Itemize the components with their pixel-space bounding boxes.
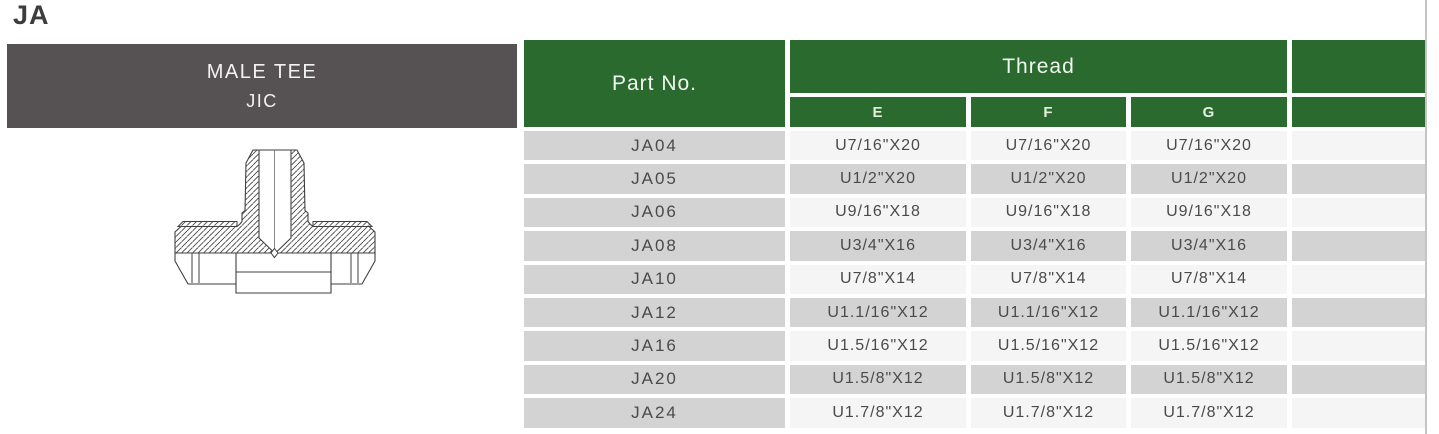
thread-e-cell: U9/16"X18 — [790, 197, 966, 228]
col-header-g: G — [1131, 97, 1287, 127]
hex-edge-lines — [191, 253, 359, 283]
thread-g-cell: U1.7/8"X12 — [1131, 398, 1287, 428]
part-no-cell: JA08 — [524, 231, 785, 261]
part-no-cell: JA16 — [524, 331, 785, 361]
extra-cell — [1292, 197, 1426, 228]
thread-f-cell: U1/2"X20 — [971, 164, 1126, 194]
part-no-cell: JA04 — [524, 131, 785, 161]
extra-column-subheader — [1292, 97, 1426, 127]
part-no-cell: JA06 — [524, 197, 785, 228]
right-thread-strip — [312, 221, 374, 227]
extra-cell — [1292, 398, 1426, 428]
part-no-cell: JA05 — [524, 164, 785, 194]
extra-cell — [1292, 264, 1426, 294]
col-header-e: E — [790, 97, 966, 127]
product-standard: JIC — [246, 90, 278, 111]
product-banner: MALE TEE JIC — [7, 44, 517, 128]
fitting-technical-drawing — [7, 128, 517, 428]
extra-cell — [1292, 297, 1426, 328]
part-no-cell: JA24 — [524, 398, 785, 428]
left-section — [174, 149, 276, 254]
part-no-cell: JA20 — [524, 364, 785, 395]
thread-g-cell: U7/16"X20 — [1131, 131, 1287, 161]
page-title: JA — [13, 0, 50, 30]
product-name: MALE TEE — [206, 60, 318, 83]
thread-e-cell: U1.5/8"X12 — [790, 364, 966, 395]
thread-g-cell: U1/2"X20 — [1131, 164, 1287, 194]
page-edge-divider — [1425, 0, 1427, 434]
extra-cell — [1292, 364, 1426, 395]
thread-e-cell: U1.7/8"X12 — [790, 398, 966, 428]
thread-e-cell: U1/2"X20 — [790, 164, 966, 194]
thread-f-cell: U1.5/16"X12 — [971, 331, 1126, 361]
thread-g-cell: U1.5/16"X12 — [1131, 331, 1287, 361]
thread-e-cell: U7/16"X20 — [790, 131, 966, 161]
part-no-cell: JA12 — [524, 297, 785, 328]
thread-e-cell: U7/8"X14 — [790, 264, 966, 294]
thread-g-cell: U7/8"X14 — [1131, 264, 1287, 294]
cone-apex — [270, 247, 279, 259]
extra-cell — [1292, 131, 1426, 161]
part-no-header: Part No. — [524, 40, 785, 127]
col-header-f: F — [971, 97, 1126, 127]
thread-header: Thread — [790, 40, 1287, 93]
right-section — [274, 149, 376, 254]
hex-flat — [235, 252, 332, 294]
thread-f-cell: U1.7/8"X12 — [971, 398, 1126, 428]
thread-e-cell: U1.5/16"X12 — [790, 331, 966, 361]
thread-g-cell: U3/4"X16 — [1131, 231, 1287, 261]
thread-f-cell: U1.1/16"X12 — [971, 297, 1126, 328]
part-no-cell: JA10 — [524, 264, 785, 294]
extra-cell — [1292, 331, 1426, 361]
thread-f-cell: U1.5/8"X12 — [971, 364, 1126, 395]
thread-e-cell: U1.1/16"X12 — [790, 297, 966, 328]
male-tee-cross-section-svg — [174, 149, 376, 294]
extra-cell — [1292, 231, 1426, 261]
thread-g-cell: U1.1/16"X12 — [1131, 297, 1287, 328]
thread-e-cell: U3/4"X16 — [790, 231, 966, 261]
thread-g-cell: U9/16"X18 — [1131, 197, 1287, 228]
extra-cell — [1292, 164, 1426, 194]
left-thread-strip — [176, 221, 238, 227]
thread-f-cell: U9/16"X18 — [971, 197, 1126, 228]
thread-f-cell: U7/8"X14 — [971, 264, 1126, 294]
thread-spec-table: Part No. Thread E F G JA04 U7/16"X20 U7/… — [524, 40, 1426, 428]
thread-f-cell: U3/4"X16 — [971, 231, 1126, 261]
thread-f-cell: U7/16"X20 — [971, 131, 1126, 161]
extra-column-header — [1292, 40, 1426, 93]
thread-g-cell: U1.5/8"X12 — [1131, 364, 1287, 395]
